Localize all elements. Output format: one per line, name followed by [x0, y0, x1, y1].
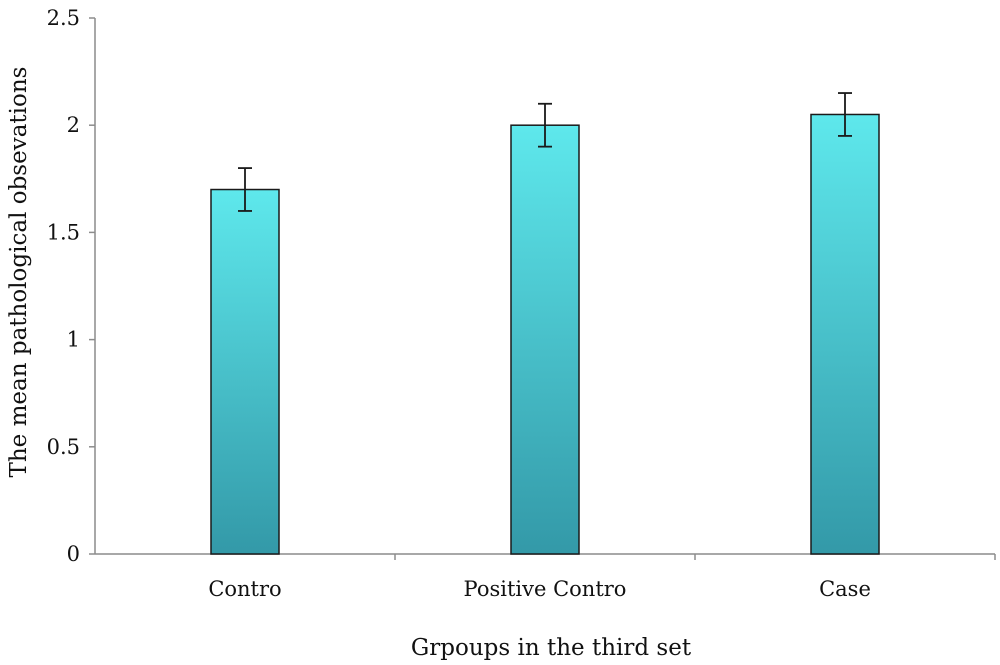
y-tick-label: 2: [67, 113, 80, 137]
y-tick-label: 0.5: [47, 435, 80, 459]
bar-1: [210, 188, 280, 555]
y-tick-label: 0: [67, 542, 80, 566]
x-tick-label: Contro: [208, 577, 281, 601]
bar-3: [810, 113, 880, 555]
x-tick-label: Positive Contro: [464, 577, 627, 601]
x-tick-label: Case: [819, 577, 871, 601]
y-tick-label: 1.5: [47, 220, 80, 244]
error-bar-group: [238, 92, 852, 212]
bar-2: [510, 124, 580, 555]
y-axis-title: The mean pathological obsevations: [6, 67, 32, 478]
bar-group: [210, 113, 880, 555]
x-axis-title: Grpoups in the third set: [411, 635, 692, 661]
y-tick-label: 1: [67, 328, 80, 352]
y-tick-group: 0 0.5 1 1.5 2 2.5: [47, 6, 95, 566]
y-tick-label: 2.5: [47, 6, 80, 30]
x-tick-group: Contro Positive Contro Case: [208, 554, 996, 601]
